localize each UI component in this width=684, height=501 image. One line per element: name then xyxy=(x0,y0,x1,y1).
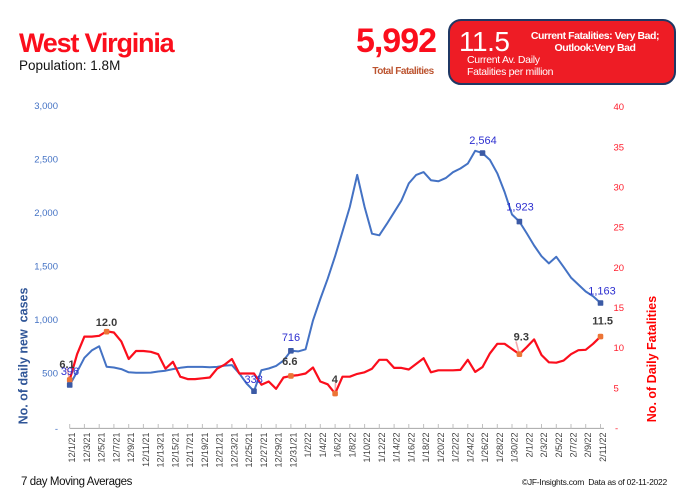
svg-text:12/3/21: 12/3/21 xyxy=(82,433,92,463)
svg-text:1/24/22: 1/24/22 xyxy=(465,433,475,463)
svg-text:1,000: 1,000 xyxy=(34,315,58,326)
svg-text:1/10/22: 1/10/22 xyxy=(362,433,372,463)
svg-text:12/15/21: 12/15/21 xyxy=(170,433,180,468)
svg-text:1/20/22: 1/20/22 xyxy=(436,433,446,463)
svg-text:12/9/21: 12/9/21 xyxy=(126,433,136,463)
svg-text:No. of Daily Fatalities: No. of Daily Fatalities xyxy=(645,296,659,422)
svg-text:2/5/22: 2/5/22 xyxy=(554,433,564,458)
svg-text:1/30/22: 1/30/22 xyxy=(510,433,520,463)
svg-text:1,163: 1,163 xyxy=(588,286,616,298)
svg-text:-: - xyxy=(615,424,618,435)
svg-text:12/5/21: 12/5/21 xyxy=(97,433,107,463)
svg-text:12/27/21: 12/27/21 xyxy=(259,433,269,468)
svg-text:12/31/21: 12/31/21 xyxy=(288,433,298,468)
svg-text:20: 20 xyxy=(614,263,625,274)
svg-text:25: 25 xyxy=(614,223,625,234)
svg-text:12/23/21: 12/23/21 xyxy=(229,433,239,468)
svg-text:2/7/22: 2/7/22 xyxy=(569,433,579,458)
svg-text:1,500: 1,500 xyxy=(34,261,58,272)
svg-text:1/18/22: 1/18/22 xyxy=(421,433,431,463)
svg-text:40: 40 xyxy=(614,102,625,113)
svg-text:12/11/21: 12/11/21 xyxy=(141,433,151,467)
svg-text:5: 5 xyxy=(614,383,619,394)
svg-text:2/1/22: 2/1/22 xyxy=(524,433,534,458)
svg-text:12/21/21: 12/21/21 xyxy=(215,433,225,468)
svg-text:No. of daily new cases: No. of daily new cases xyxy=(17,288,31,425)
svg-text:12/19/21: 12/19/21 xyxy=(200,433,210,468)
svg-text:4: 4 xyxy=(332,374,339,386)
svg-text:2,000: 2,000 xyxy=(34,208,58,219)
svg-text:35: 35 xyxy=(614,142,625,153)
svg-text:338: 338 xyxy=(245,374,263,386)
svg-text:12/17/21: 12/17/21 xyxy=(185,433,195,468)
svg-text:1/28/22: 1/28/22 xyxy=(495,433,505,463)
svg-text:12/1/21: 12/1/21 xyxy=(67,433,77,463)
svg-text:10: 10 xyxy=(614,343,625,354)
svg-text:11.5: 11.5 xyxy=(592,316,613,328)
svg-text:396: 396 xyxy=(61,366,79,378)
svg-text:15: 15 xyxy=(614,303,625,314)
svg-text:3,000: 3,000 xyxy=(34,101,58,112)
svg-text:1/6/22: 1/6/22 xyxy=(333,433,343,458)
svg-text:12/13/21: 12/13/21 xyxy=(156,433,166,468)
svg-text:2/9/22: 2/9/22 xyxy=(583,433,593,458)
svg-text:2,500: 2,500 xyxy=(34,154,58,165)
svg-text:1,923: 1,923 xyxy=(506,202,534,214)
svg-text:-: - xyxy=(55,424,58,435)
svg-text:716: 716 xyxy=(282,332,300,344)
svg-text:30: 30 xyxy=(614,183,625,194)
svg-text:12/25/21: 12/25/21 xyxy=(244,433,254,468)
svg-text:2/3/22: 2/3/22 xyxy=(539,433,549,458)
svg-text:1/16/22: 1/16/22 xyxy=(406,433,416,463)
svg-text:1/26/22: 1/26/22 xyxy=(480,433,490,463)
svg-text:12.0: 12.0 xyxy=(96,317,117,329)
svg-text:1/8/22: 1/8/22 xyxy=(347,433,357,458)
svg-text:1/4/22: 1/4/22 xyxy=(318,433,328,458)
svg-text:12/29/21: 12/29/21 xyxy=(274,433,284,468)
svg-text:500: 500 xyxy=(42,368,58,379)
svg-text:1/2/22: 1/2/22 xyxy=(303,433,313,458)
svg-text:1/14/22: 1/14/22 xyxy=(392,433,402,463)
svg-text:12/7/21: 12/7/21 xyxy=(111,433,121,463)
svg-text:2,564: 2,564 xyxy=(469,135,497,147)
svg-text:1/22/22: 1/22/22 xyxy=(451,433,461,463)
svg-text:1/12/22: 1/12/22 xyxy=(377,433,387,463)
svg-text:6.6: 6.6 xyxy=(282,356,297,368)
svg-text:9.3: 9.3 xyxy=(514,332,529,344)
svg-text:2/11/22: 2/11/22 xyxy=(598,433,608,462)
